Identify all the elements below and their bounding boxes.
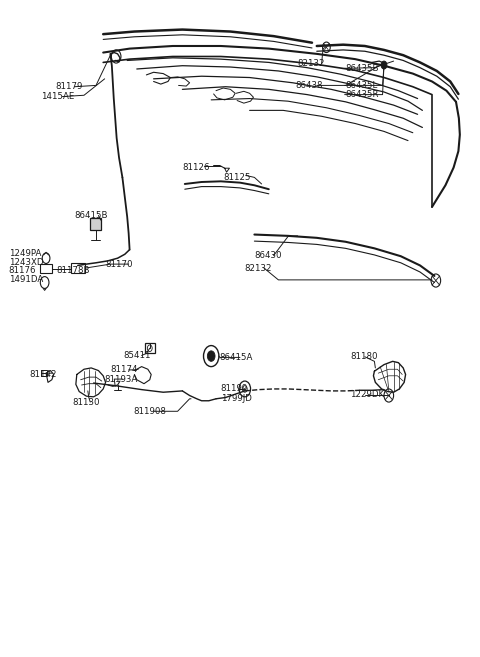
Text: 1229DK: 1229DK [350, 390, 384, 399]
Text: 86438: 86438 [295, 81, 323, 90]
Text: 81176: 81176 [9, 266, 36, 275]
Text: 1491DA: 1491DA [9, 275, 43, 284]
Bar [41, 370, 47, 376]
Text: 86430: 86430 [254, 251, 282, 260]
Circle shape [384, 389, 394, 402]
Circle shape [204, 346, 219, 367]
Circle shape [239, 381, 251, 397]
Circle shape [111, 50, 121, 63]
Bar [90, 218, 101, 230]
Text: 1799JD: 1799JD [221, 394, 252, 403]
Text: 811908: 811908 [133, 407, 166, 416]
Text: 85411: 85411 [124, 351, 151, 360]
Text: 86415B: 86415B [74, 211, 108, 220]
Text: 1249PA: 1249PA [9, 249, 41, 258]
Text: 81179: 81179 [55, 82, 83, 91]
Circle shape [381, 61, 387, 69]
Text: 82132: 82132 [298, 59, 325, 68]
Text: 86435B: 86435B [346, 64, 379, 73]
Circle shape [242, 386, 247, 392]
Text: 1243XD: 1243XD [9, 258, 43, 267]
Text: 81130: 81130 [72, 397, 99, 407]
Circle shape [207, 351, 215, 361]
Bar [40, 264, 52, 273]
Text: 81174: 81174 [110, 365, 138, 374]
Circle shape [431, 274, 441, 287]
Text: 81193A: 81193A [105, 374, 138, 384]
Text: 81199: 81199 [221, 384, 248, 394]
Text: 81142: 81142 [30, 370, 57, 379]
Text: 81170: 81170 [106, 260, 133, 269]
Text: 81180: 81180 [350, 352, 378, 361]
Bar [145, 343, 155, 353]
Text: 81178B: 81178B [57, 265, 90, 275]
Circle shape [147, 345, 152, 351]
Circle shape [42, 253, 50, 263]
Text: 81125: 81125 [223, 173, 251, 182]
Text: 86415A: 86415A [220, 353, 253, 362]
Text: 86435R: 86435R [346, 90, 379, 99]
Bar [71, 263, 85, 273]
Circle shape [40, 277, 49, 288]
Text: 1415AE: 1415AE [41, 92, 74, 101]
Text: 81126: 81126 [182, 163, 210, 172]
Text: 82132: 82132 [245, 263, 272, 273]
Circle shape [323, 42, 330, 53]
Text: 86435L: 86435L [346, 81, 378, 90]
